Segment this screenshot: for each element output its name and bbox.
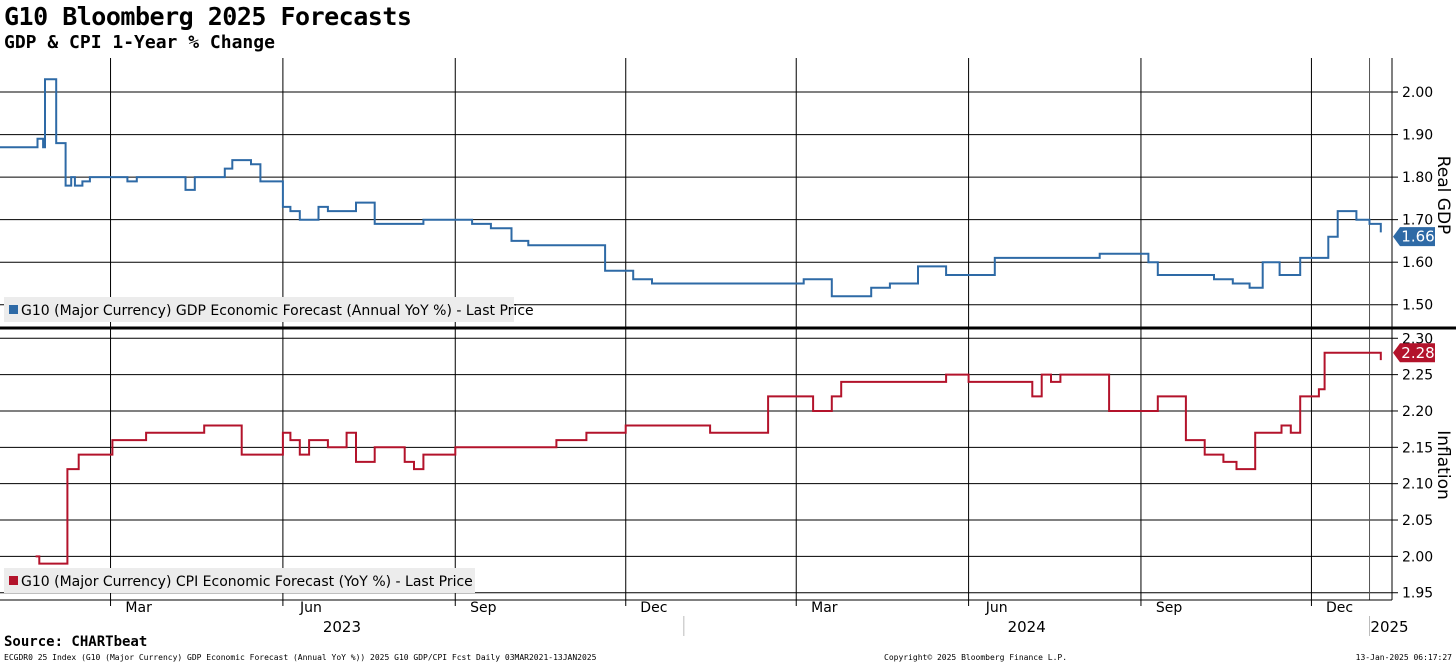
month-tick-label: Dec	[640, 600, 667, 616]
gdp-tick-label: 1.60	[1402, 255, 1433, 271]
x-axis: Mar Jun Sep Dec Mar Jun Sep Dec 2023 2024 2025	[110, 600, 1409, 636]
gdp-tick-label: 1.50	[1402, 298, 1433, 314]
gdp-legend: G10 (Major Currency) GDP Economic Foreca…	[4, 297, 534, 322]
gdp-badge-shape	[1393, 227, 1435, 247]
cpi-y-ticks: 2.30 2.25 2.20 2.15 2.10 2.05 2.00 1.95	[1392, 331, 1433, 602]
year-label: 2024	[1008, 618, 1046, 636]
footer-copyright: Copyright© 2025 Bloomberg Finance L.P.	[884, 653, 1068, 662]
footer-series-info: ECGDR0 25 Index (G10 (Major Currency) GD…	[4, 653, 597, 662]
month-tick-label: Mar	[811, 600, 838, 616]
year-label: 2023	[323, 618, 361, 636]
gdp-y-ticks: 2.00 1.90 1.80 1.70 1.60 1.50	[1392, 85, 1433, 314]
cpi-tick-label: 2.30	[1402, 331, 1433, 347]
cpi-last-value-badge: 2.28	[1393, 343, 1435, 363]
cpi-tick-label: 2.15	[1402, 440, 1433, 456]
cpi-series-line	[35, 351, 1382, 565]
cpi-legend-bg	[4, 568, 475, 593]
gdp-badge-label: 1.66	[1401, 228, 1434, 246]
footer-timestamp: 13-Jan-2025 06:17:27	[1355, 653, 1452, 662]
month-tick-label: Sep	[1156, 600, 1183, 616]
month-tick-label: Dec	[1326, 600, 1353, 616]
gdp-legend-swatch	[9, 305, 18, 314]
month-tick-label: Sep	[470, 600, 497, 616]
gdp-axis-label: Real GDP	[1433, 156, 1453, 235]
cpi-gridlines	[0, 337, 1392, 594]
cpi-legend-swatch	[9, 576, 18, 585]
gdp-legend-text: G10 (Major Currency) GDP Economic Foreca…	[21, 303, 534, 319]
cpi-badge-label: 2.28	[1401, 344, 1434, 362]
gdp-tick-label: 1.70	[1402, 213, 1433, 229]
year-label: 2025	[1370, 618, 1408, 636]
month-tick-label: Mar	[125, 600, 152, 616]
cpi-tick-label: 2.00	[1402, 549, 1433, 565]
cpi-tick-label: 1.95	[1402, 586, 1433, 602]
cpi-tick-label: 2.10	[1402, 477, 1433, 493]
source-note: Source: CHARTbeat	[4, 634, 148, 650]
gdp-tick-label: 1.90	[1402, 128, 1433, 144]
gdp-gridlines	[0, 91, 1392, 306]
cpi-legend: G10 (Major Currency) CPI Economic Foreca…	[4, 568, 475, 593]
gdp-series-line	[0, 78, 1382, 298]
cpi-legend-text: G10 (Major Currency) CPI Economic Foreca…	[21, 574, 473, 590]
gdp-last-value-badge: 1.66	[1393, 227, 1435, 247]
month-tick-label: Jun	[985, 600, 1008, 616]
gdp-tick-label: 1.80	[1402, 170, 1433, 186]
chart-title: G10 Bloomberg 2025 Forecasts	[4, 2, 412, 31]
cpi-badge-shape	[1393, 343, 1435, 363]
month-tick-label: Jun	[299, 600, 322, 616]
cpi-axis-label: Inflation	[1433, 430, 1453, 499]
cpi-tick-label: 2.25	[1402, 368, 1433, 384]
gdp-tick-label: 2.00	[1402, 85, 1433, 101]
chart-subtitle: GDP & CPI 1-Year % Change	[4, 32, 275, 53]
cpi-tick-label: 2.20	[1402, 404, 1433, 420]
gdp-legend-bg	[4, 297, 514, 322]
cpi-tick-label: 2.05	[1402, 513, 1433, 529]
